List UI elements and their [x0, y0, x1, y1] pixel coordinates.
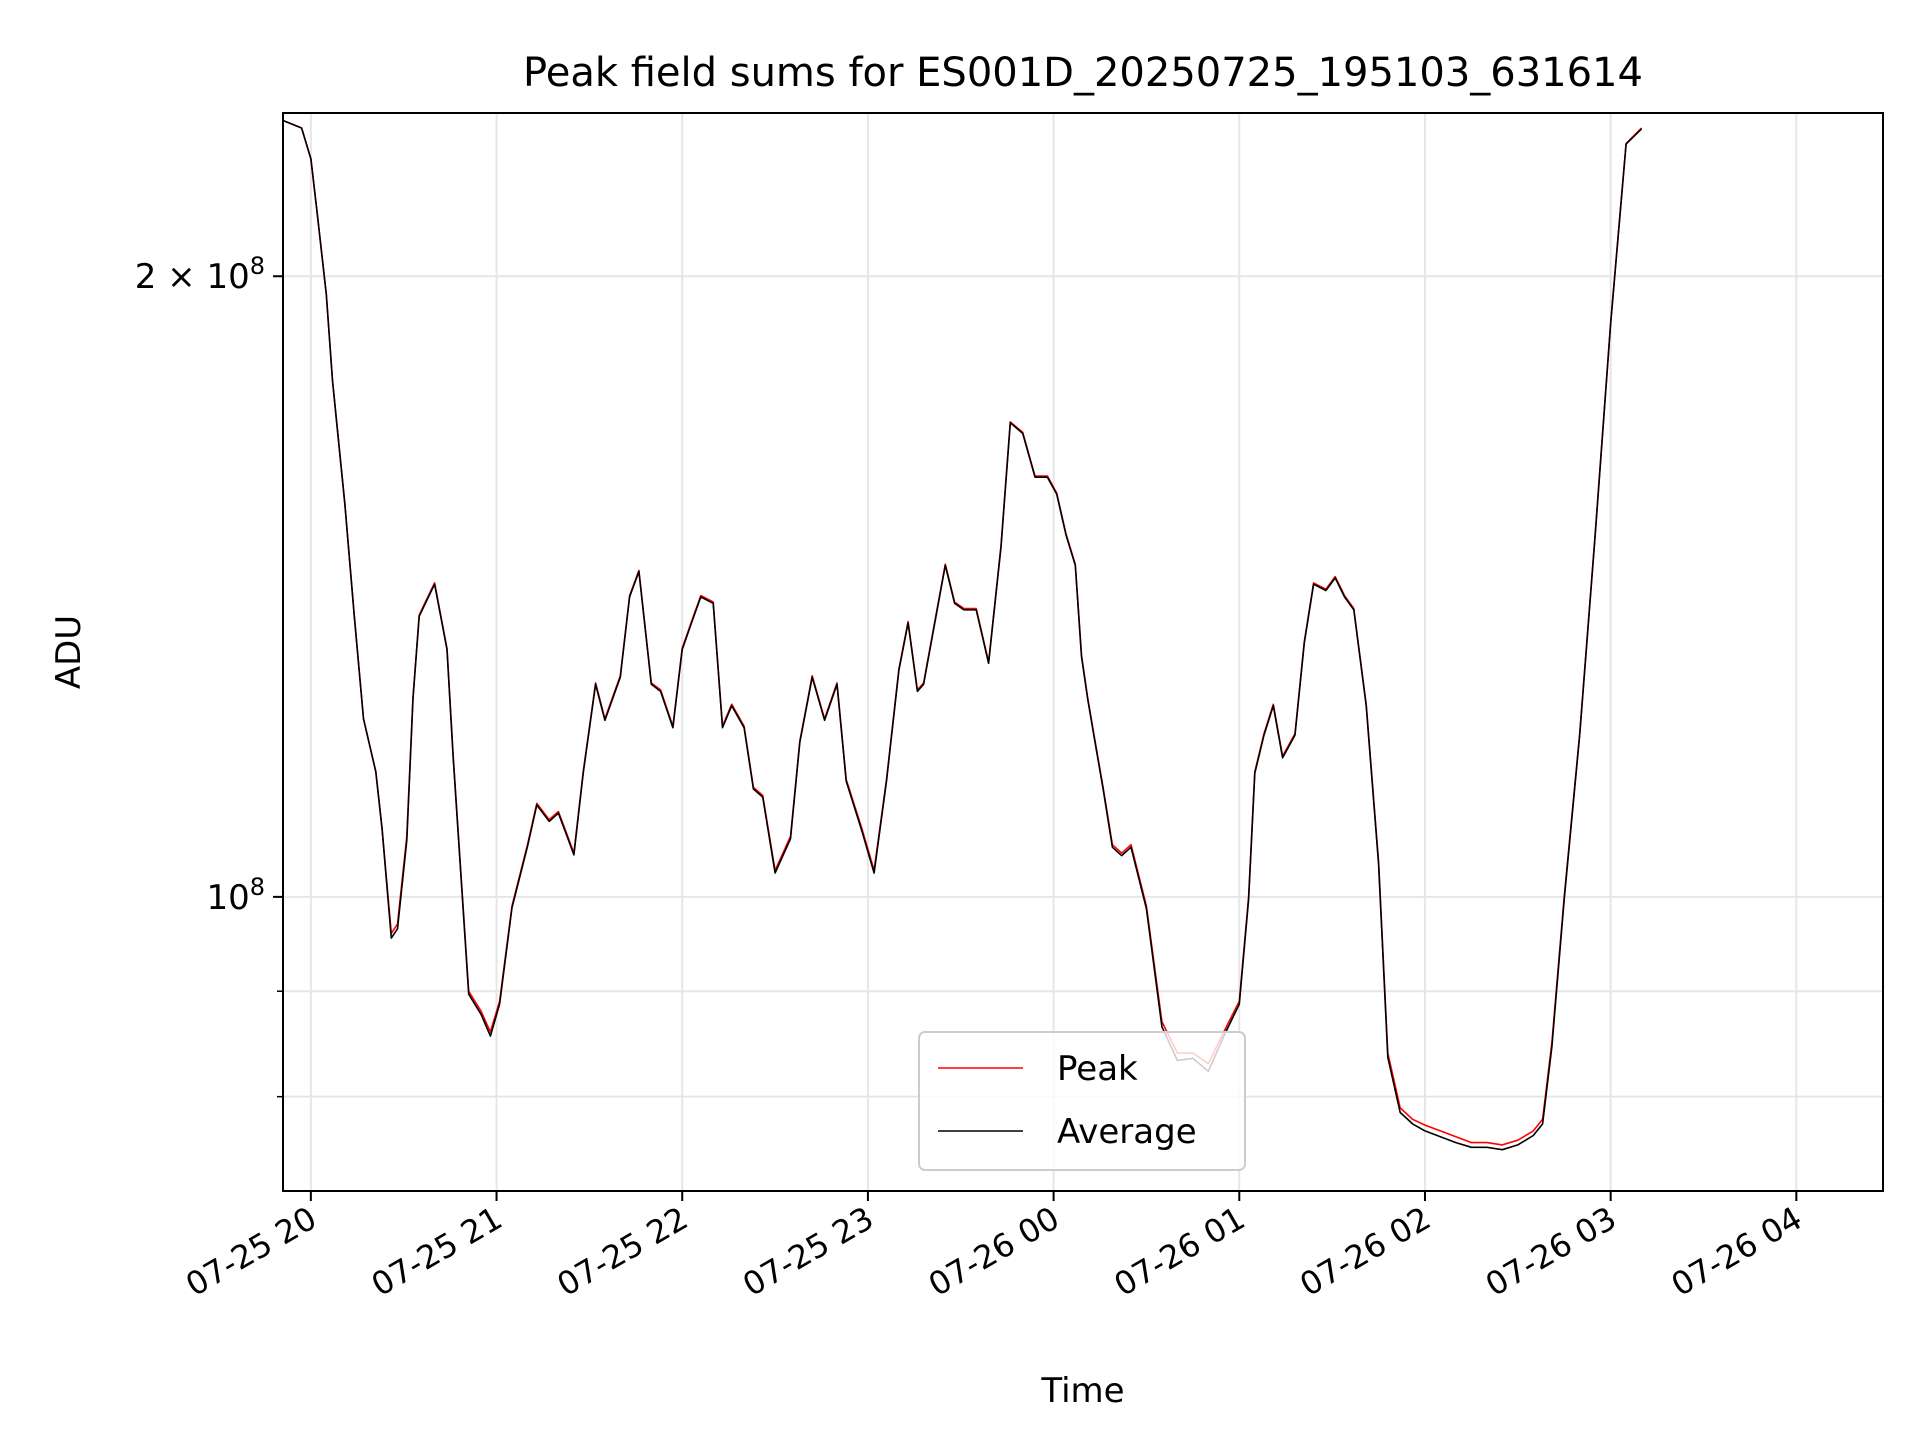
y-axis-label: ADU [49, 615, 89, 689]
y-tick-label: 2 × 108 [135, 252, 265, 297]
y-axis: 108 2 × 108 [135, 252, 283, 1098]
plot-frame [282, 112, 1884, 1192]
series-line-average [282, 119, 1643, 1151]
legend-label-peak: Peak [1057, 1049, 1138, 1089]
chart-title: Peak field sums for ES001D_20250725_1951… [523, 50, 1643, 96]
y-tick-label: 108 [206, 873, 265, 918]
legend-label-average: Average [1057, 1112, 1197, 1152]
x-axis-label: Time [1040, 1371, 1124, 1411]
series-layer [282, 119, 1643, 1151]
legend: Peak Average [918, 1031, 1246, 1171]
legend-box [918, 1031, 1246, 1171]
